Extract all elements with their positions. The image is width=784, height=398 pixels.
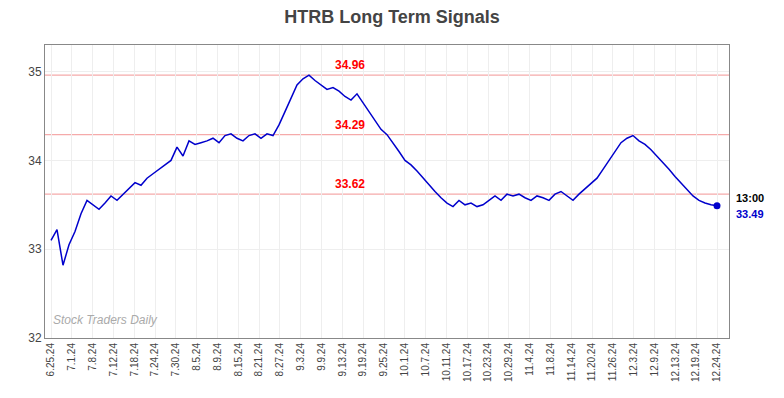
svg-text:34: 34 [28,154,42,168]
svg-text:9.13.24: 9.13.24 [337,343,348,377]
svg-text:33.62: 33.62 [335,177,365,191]
svg-text:12.13.24: 12.13.24 [670,343,681,382]
svg-text:7.1.24: 7.1.24 [66,343,77,371]
svg-text:10.17.24: 10.17.24 [462,343,473,382]
svg-text:10.23.24: 10.23.24 [482,343,493,382]
svg-text:7.12.24: 7.12.24 [108,343,119,377]
svg-text:10.7.24: 10.7.24 [420,343,431,377]
svg-text:11.4.24: 11.4.24 [524,343,535,376]
svg-text:9.19.24: 9.19.24 [357,343,368,377]
svg-text:12.9.24: 12.9.24 [649,343,660,377]
svg-text:8.5.24: 8.5.24 [191,343,202,371]
svg-text:8.9.24: 8.9.24 [212,343,223,371]
svg-text:34.96: 34.96 [335,58,365,72]
svg-text:10.11.24: 10.11.24 [441,343,452,382]
svg-text:8.27.24: 8.27.24 [274,343,285,377]
svg-text:34.29: 34.29 [335,118,365,132]
svg-text:9.3.24: 9.3.24 [295,343,306,371]
svg-text:11.14.24: 11.14.24 [566,343,577,382]
svg-text:12.19.24: 12.19.24 [690,343,701,382]
svg-text:11.20.24: 11.20.24 [586,343,597,382]
svg-text:7.30.24: 7.30.24 [170,343,181,377]
svg-text:10.29.24: 10.29.24 [503,343,514,382]
svg-text:HTRB Long Term Signals: HTRB Long Term Signals [284,7,500,27]
svg-text:7.18.24: 7.18.24 [129,343,140,377]
svg-text:8.21.24: 8.21.24 [253,343,264,377]
svg-text:6.25.24: 6.25.24 [45,343,56,377]
svg-text:9.25.24: 9.25.24 [378,343,389,377]
svg-text:13:00: 13:00 [736,192,764,204]
svg-text:Stock Traders Daily: Stock Traders Daily [53,313,158,327]
svg-text:8.15.24: 8.15.24 [233,343,244,377]
svg-text:12.24.24: 12.24.24 [711,343,722,382]
svg-text:12.3.24: 12.3.24 [628,343,639,377]
svg-text:35: 35 [28,65,42,79]
svg-text:11.26.24: 11.26.24 [607,343,618,382]
svg-text:33.49: 33.49 [736,208,764,220]
svg-text:33: 33 [28,242,42,256]
svg-text:10.1.24: 10.1.24 [399,343,410,377]
svg-text:7.8.24: 7.8.24 [87,343,98,371]
svg-text:11.8.24: 11.8.24 [545,343,556,376]
svg-text:9.9.24: 9.9.24 [316,343,327,371]
svg-text:32: 32 [28,331,42,345]
svg-text:7.24.24: 7.24.24 [149,343,160,377]
